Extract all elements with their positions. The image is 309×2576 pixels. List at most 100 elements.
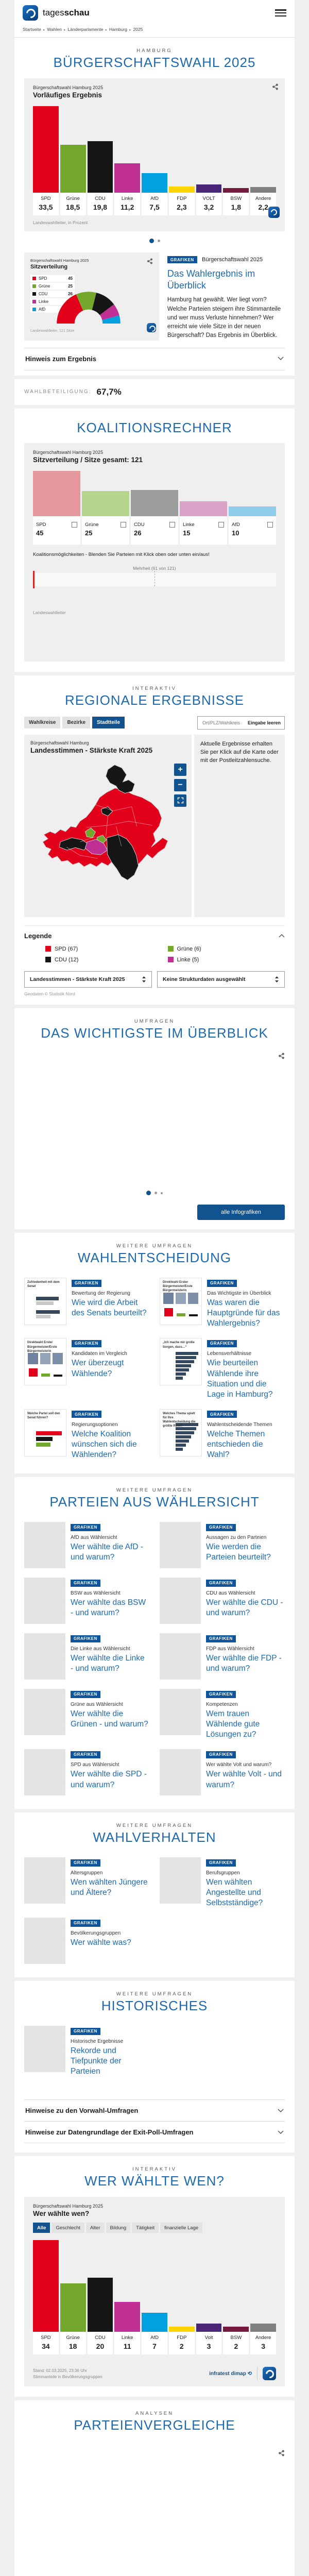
teaser-headline[interactable]: Wen wählten Angestellte und Selbstständi…: [206, 1878, 263, 1908]
teaser-card[interactable]: GRAFIKEN BSW aus Wählersicht Wer wählte …: [24, 1578, 149, 1624]
teaser-headline[interactable]: Wer wählte die FDP - und warum?: [206, 1654, 282, 1673]
section-kicker: INTERAKTIV: [132, 686, 177, 692]
teaser-card[interactable]: GRAFIKEN CDU aus Wählersicht Wer wählte …: [160, 1578, 285, 1624]
teaser-headline[interactable]: Wer wählte das BSW - und warum?: [71, 1598, 146, 1618]
bar-label: FDP: [177, 195, 187, 201]
breadcrumb-item[interactable]: Hamburg ▸: [109, 27, 131, 32]
tab-alle[interactable]: Alle: [33, 2223, 50, 2233]
teaser-card[interactable]: Welches Thema spielt für Ihre Wahlentsch…: [160, 1409, 285, 1460]
teaser-headline[interactable]: Wie werden die Parteien beurteilt?: [206, 1543, 271, 1562]
teaser-headline[interactable]: Das Wahlergebnis im Überblick: [167, 268, 255, 291]
teaser-headline[interactable]: Wen wählten Jüngere und Ältere?: [71, 1878, 148, 1897]
carousel-dot[interactable]: [154, 1192, 157, 1195]
map-mode-select[interactable]: Landesstimmen - Stärkste Kraft 2025: [24, 971, 152, 988]
teaser-headline[interactable]: Wem trauen Wählende gute Lösungen zu?: [206, 1709, 260, 1739]
share-icon[interactable]: [278, 1053, 285, 1062]
bar-Linke: [180, 501, 227, 517]
teaser-card[interactable]: Welche Partei soll den Senat führen? GRA…: [24, 1409, 149, 1460]
share-icon[interactable]: [147, 258, 153, 267]
teaser-headline[interactable]: Wie wird die Arbeit des Senats beurteilt…: [72, 1298, 147, 1318]
tagesschau-logo[interactable]: tagesschau: [23, 5, 90, 21]
teaser-headline[interactable]: Wer wählte was?: [71, 1938, 131, 1947]
teaser-card[interactable]: GRAFIKEN Bevölkerungsgruppen Wer wählte …: [24, 1918, 149, 1964]
teaser-card[interactable]: GRAFIKEN Kompetenzen Wem trauen Wählende…: [160, 1689, 285, 1740]
carousel-dot[interactable]: [161, 1192, 163, 1194]
clear-input-button[interactable]: Eingabe leeren: [247, 720, 281, 725]
bar-value: 18: [68, 2342, 77, 2351]
tab-taetigkeit[interactable]: Tätigkeit: [132, 2223, 159, 2233]
zoom-out-button[interactable]: −: [174, 778, 186, 791]
legend-toggle[interactable]: Legende: [24, 925, 285, 940]
grafiken-badge: GRAFIKEN: [72, 1340, 101, 1347]
teaser-headline[interactable]: Wer wählte die CDU - und warum?: [206, 1598, 283, 1618]
party-checkbox-SPD[interactable]: [72, 522, 77, 528]
section-regionale-ergebnisse: INTERAKTIV REGIONALE ERGEBNISSE Wahlkrei…: [14, 675, 295, 1005]
section-parteienvergleiche: ANALYSEN PARTEIENVERGLEICHE alle Infogra…: [14, 2400, 295, 2576]
teaser-headline[interactable]: Rekorde und Tiefpunkte der Parteien: [71, 2046, 122, 2076]
tab-alter[interactable]: Alter: [85, 2223, 105, 2233]
tab-finanzielle-lage[interactable]: finanzielle Lage: [160, 2223, 203, 2233]
breadcrumb-item[interactable]: Startseite ▸: [23, 27, 45, 32]
teaser-headline[interactable]: Wer wählte die Linke - und warum?: [71, 1654, 145, 1673]
breadcrumb-item[interactable]: 2025▸: [133, 27, 143, 32]
tab-stadtteile[interactable]: Stadtteile: [92, 717, 125, 729]
chart-source: Landeswahlleiter, in Prozent: [33, 219, 88, 225]
teaser-headline[interactable]: Welche Themen entschieden die Wahl?: [207, 1429, 265, 1460]
teaser-card[interactable]: GRAFIKEN AfD aus Wählersicht Wer wählte …: [24, 1522, 149, 1568]
teaser-card[interactable]: GRAFIKEN Wer wählte Volt und warum? Wer …: [160, 1749, 285, 1796]
teaser-card[interactable]: Zufriedenheit mit dem Senat GRAFIKEN Bew…: [24, 1278, 149, 1329]
party-checkbox-AfD[interactable]: [267, 522, 273, 528]
tab-bildung[interactable]: Bildung: [106, 2223, 131, 2233]
teaser-card[interactable]: GRAFIKEN Historische Ergebnisse Rekorde …: [24, 2026, 149, 2077]
breadcrumb-item[interactable]: Wahlen ▸: [47, 27, 66, 32]
tab-wahlkreise[interactable]: Wahlkreise: [24, 717, 61, 729]
carousel-dot[interactable]: [149, 238, 154, 243]
share-icon[interactable]: [272, 83, 279, 93]
menu-icon[interactable]: [275, 9, 286, 16]
structural-data-select[interactable]: Keine Strukturdaten ausgewählt: [157, 971, 285, 988]
tab-geschlecht[interactable]: Geschlecht: [52, 2223, 84, 2233]
teaser-thumbnail: [24, 1918, 65, 1964]
accordion-hinweis-ergebnis[interactable]: Hinweis zum Ergebnis: [24, 347, 285, 370]
teaser-headline[interactable]: Welche Koalition wünschen sich die Wähle…: [72, 1429, 137, 1460]
teaser-card[interactable]: GRAFIKEN Berufsgruppen Wen wählten Anges…: [160, 1857, 285, 1908]
zoom-in-button[interactable]: +: [174, 763, 186, 776]
accordion-vorwahl-umfragen[interactable]: Hinweise zu den Vorwahl-Umfragen: [24, 2099, 285, 2121]
teaser-card[interactable]: GRAFIKEN Aussagen zu den Parteien Wie we…: [160, 1522, 285, 1568]
search-input[interactable]: [201, 719, 244, 726]
teaser-headline[interactable]: Wie beurteilen Wählende ihre Situation u…: [207, 1359, 273, 1399]
teaser-card[interactable]: „Ich mache mir große Sorgen, dass…“ GRAF…: [160, 1338, 285, 1400]
party-checkbox-CDU[interactable]: [169, 522, 175, 528]
teaser-headline[interactable]: Wer wählte die SPD - und warum?: [71, 1770, 147, 1789]
teaser-card[interactable]: GRAFIKEN FDP aus Wählersicht Wer wählte …: [160, 1633, 285, 1680]
breadcrumb-item[interactable]: Länderparlamente ▸: [67, 27, 107, 32]
teaser-card[interactable]: GRAFIKEN SPD aus Wählersicht Wer wählte …: [24, 1749, 149, 1796]
teaser-grid: GRAFIKEN Altersgruppen Wen wählten Jünge…: [14, 1850, 295, 1966]
tab-bezirke[interactable]: Bezirke: [62, 717, 91, 729]
carousel-dot[interactable]: [146, 1191, 151, 1196]
seat-count: 45: [36, 529, 44, 537]
all-infographics-button[interactable]: alle Infografiken: [197, 1205, 285, 1221]
teaser-card[interactable]: Direktwahl Erster Bürgermeister/Erste Bü…: [24, 1338, 149, 1400]
carousel-dot[interactable]: [157, 239, 160, 242]
bar-value: 3: [261, 2342, 266, 2351]
teaser-card[interactable]: GRAFIKEN Die Linke aus Wählersicht Wer w…: [24, 1633, 149, 1680]
party-checkbox-Linke[interactable]: [218, 522, 224, 528]
teaser-card[interactable]: GRAFIKEN Grüne aus Wählersicht Wer wählt…: [24, 1689, 149, 1740]
bar-Grüne: [82, 491, 129, 517]
teaser-thumbnail: [160, 1578, 201, 1624]
teaser-card[interactable]: GRAFIKEN Altersgruppen Wen wählten Jünge…: [24, 1857, 149, 1908]
accordion-exit-poll[interactable]: Hinweise zur Datengrundlage der Exit-Pol…: [24, 2121, 285, 2144]
party-checkbox-Grüne[interactable]: [121, 522, 126, 528]
share-icon[interactable]: [278, 2450, 285, 2459]
hamburg-map[interactable]: [30, 754, 185, 909]
teaser-headline[interactable]: Wer überzeugt Wählende?: [72, 1359, 124, 1378]
teaser-headline[interactable]: Was waren die Hauptgründe für das Wahler…: [207, 1298, 280, 1328]
sort-arrows-icon: [142, 976, 146, 982]
fullscreen-button[interactable]: [174, 794, 186, 807]
teaser-headline[interactable]: Wer wählte die AfD - und warum?: [71, 1543, 143, 1562]
teaser-headline[interactable]: Wer wählte die Grünen - und warum?: [71, 1709, 148, 1729]
grafiken-badge: GRAFIKEN: [71, 1751, 100, 1758]
teaser-headline[interactable]: Wer wählte Volt - und warum?: [206, 1770, 282, 1789]
teaser-card[interactable]: Direktwahl Erster Bürgermeister/Erste Bü…: [160, 1278, 285, 1329]
